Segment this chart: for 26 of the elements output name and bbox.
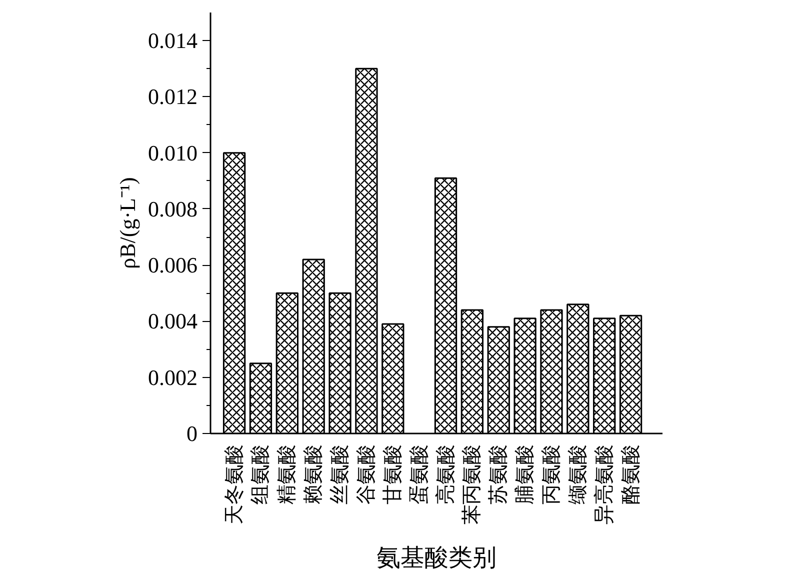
x-tick-label: 丙氨酸 [540,444,562,504]
x-tick-label: 亮氨酸 [434,444,457,504]
x-tick-label: 精氨酸 [276,444,298,504]
y-tick-label: 0.010 [148,140,198,166]
y-tick-label: 0.004 [148,308,198,334]
x-tick-label: 蛋氨酸 [408,444,430,504]
y-tick-label: 0.014 [148,28,198,54]
x-tick-label: 组氨酸 [250,444,272,504]
y-axis-title: ρB/(g·L⁻¹) [115,177,140,269]
x-tick-label: 谷氨酸 [355,444,378,504]
y-tick-label: 0.006 [148,252,198,278]
x-tick-label: 天冬氨酸 [223,444,246,524]
x-tick-label: 甘氨酸 [382,444,404,504]
x-tick-label: 异亮氨酸 [592,444,616,524]
x-tick-label: 缬氨酸 [566,444,589,504]
y-tick-label: 0.002 [148,364,198,390]
x-tick-label: 苏氨酸 [488,444,510,504]
x-tick-label: 赖氨酸 [302,444,325,504]
x-tick-label: 酪氨酸 [620,444,642,504]
x-axis-title: 氨基酸类别 [376,546,496,572]
y-tick-label: 0.008 [148,196,198,222]
y-tick-label: 0 [186,421,198,446]
x-tick-label: 丝氨酸 [329,444,352,504]
y-tick-label: 0.012 [148,84,198,110]
x-tick-label: 苯丙氨酸 [461,444,484,524]
x-tick-label: 脯氨酸 [514,444,536,504]
